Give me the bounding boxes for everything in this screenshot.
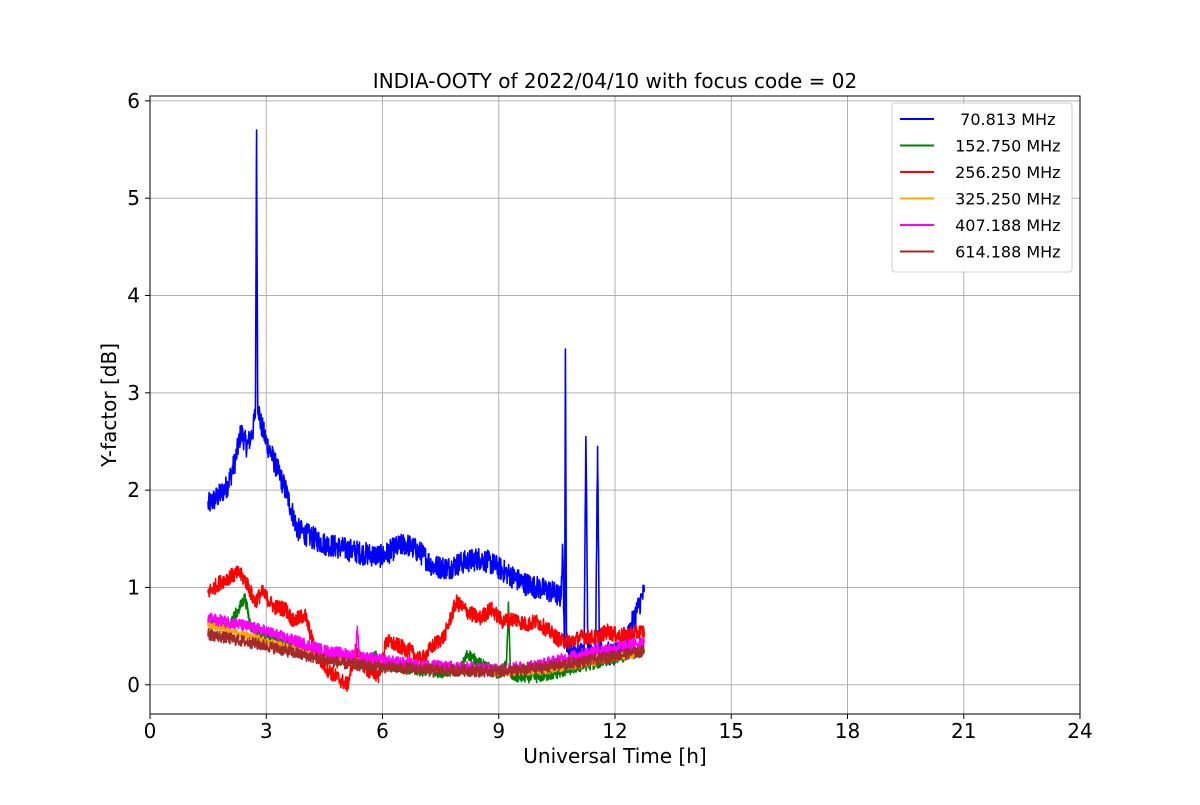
y-tick-label: 4: [127, 284, 140, 308]
x-tick-label: 3: [260, 719, 273, 743]
y-tick-label: 2: [127, 478, 140, 502]
legend-box: [891, 102, 1073, 273]
y-tick-label: 6: [127, 89, 140, 113]
series-group: [207, 129, 645, 692]
x-tick-label: 0: [144, 719, 157, 743]
legend-label: 614.188 MHz: [950, 243, 1061, 262]
series-line: [207, 565, 645, 692]
legend-label: 325.250 MHz: [950, 190, 1061, 209]
y-tick-label: 0: [127, 673, 140, 697]
x-tick-label: 24: [1067, 719, 1092, 743]
x-axis-label: Universal Time [h]: [523, 744, 706, 768]
y-axis-label: Y-factor [dB]: [97, 343, 121, 468]
legend-label: 256.250 MHz: [950, 163, 1061, 182]
x-tick-label: 6: [376, 719, 389, 743]
x-tick-label: 21: [951, 719, 976, 743]
x-tick-label: 15: [719, 719, 744, 743]
legend: 70.813 MHz 152.750 MHz 256.250 MHz 325.2…: [891, 102, 1073, 273]
legend-label: 70.813 MHz: [950, 110, 1055, 129]
x-tick-label: 9: [492, 719, 505, 743]
chart-title: INDIA-OOTY of 2022/04/10 with focus code…: [373, 69, 857, 93]
legend-label: 152.750 MHz: [950, 137, 1061, 156]
y-tick-label: 1: [127, 575, 140, 599]
legend-label: 407.188 MHz: [950, 216, 1061, 235]
x-tick-label: 12: [602, 719, 627, 743]
x-tick-label: 18: [835, 719, 860, 743]
y-tick-label: 3: [127, 381, 140, 405]
series-line: [207, 627, 645, 678]
y-tick-label: 5: [127, 186, 140, 210]
